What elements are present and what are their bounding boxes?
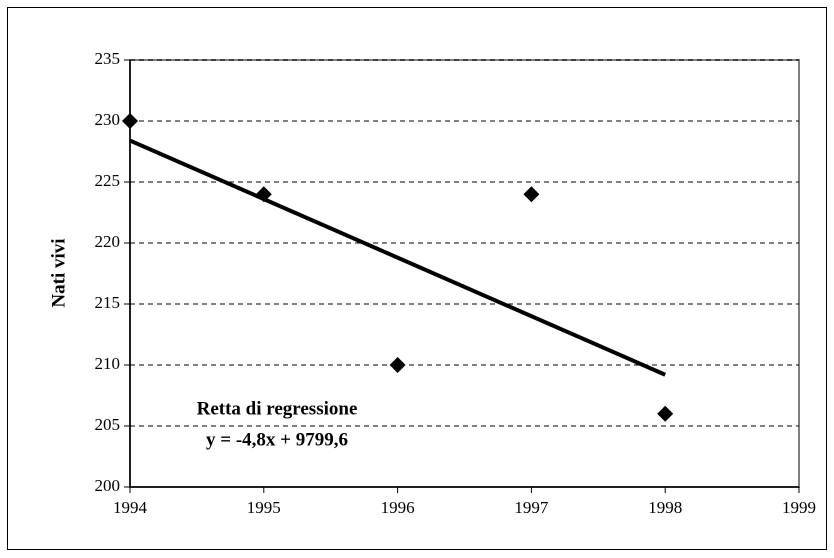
point (255, 186, 272, 203)
y-tick-label: 220 (95, 232, 121, 251)
point (389, 357, 406, 373)
x-tick-label: 1994 (113, 498, 148, 517)
y-tick-label: 235 (95, 49, 121, 68)
annotation: Retta di regressione (197, 398, 358, 419)
point (657, 405, 674, 422)
y-axis-title: Nati vivi (48, 238, 69, 307)
x-tick-label: 1998 (648, 498, 682, 517)
trendline (129, 138, 667, 377)
y-tick-label: 210 (95, 354, 121, 373)
x-tick-label: 1999 (782, 498, 816, 517)
y-tick-label: 200 (95, 476, 121, 495)
y-tick-label: 205 (95, 415, 121, 434)
y-tick-label: 230 (95, 110, 121, 129)
chart-frame (7, 7, 827, 550)
x-tick-label: 1995 (247, 498, 281, 517)
y-tick-label: 215 (95, 293, 121, 312)
point (122, 113, 138, 129)
x-tick-label: 1996 (381, 498, 415, 517)
y-tick-label: 225 (95, 171, 121, 190)
annotation: y = -4,8x + 9799,6 (206, 429, 348, 450)
point (523, 186, 540, 203)
x-tick-label: 1997 (514, 498, 549, 517)
